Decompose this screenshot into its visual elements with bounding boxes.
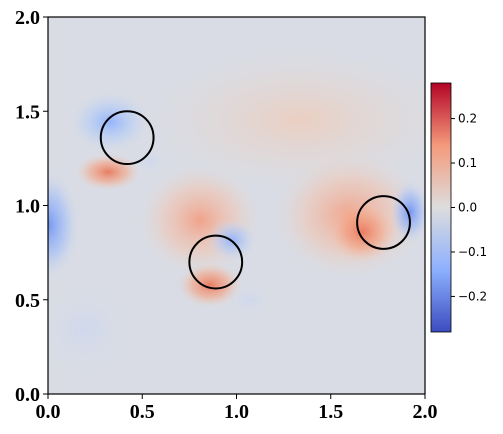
y-tick-label: 1.0 <box>15 196 40 218</box>
x-tick-label: 2.0 <box>413 401 438 423</box>
colorbar-tick-label: −0.2 <box>458 289 487 303</box>
y-tick-label: 1.5 <box>15 101 40 123</box>
x-tick-label: 1.5 <box>318 401 343 423</box>
y-tick-label: 0.0 <box>15 384 40 406</box>
colorbar-tick-label: 0.0 <box>458 201 477 215</box>
colorbar-ticks: 0.2 0.1 0.0 −0.1 −0.2 <box>451 112 487 303</box>
colorbar-tick-label: −0.1 <box>458 245 487 259</box>
y-tick-label: 0.5 <box>15 290 40 312</box>
cylinder-outlines <box>99 110 411 290</box>
field-lower-blue-ring <box>224 280 276 320</box>
cylinder-circle-2 <box>188 234 244 290</box>
field-upper-blue <box>68 90 152 154</box>
cylinder-circle-1 <box>99 110 155 166</box>
heatmap-field <box>48 17 425 394</box>
field-lower-left-blue <box>48 280 140 380</box>
x-tick-label: 0.5 <box>130 401 155 423</box>
cylinder-circle-3 <box>356 195 411 250</box>
colorbar <box>430 82 452 333</box>
field-upper-red <box>76 154 140 190</box>
y-tick-label: 2.0 <box>15 7 40 29</box>
x-axis-ticks: 0.0 0.5 1.0 1.5 2.0 <box>36 394 438 423</box>
field-right-red-core <box>328 202 396 262</box>
x-tick-label: 0.0 <box>36 401 61 423</box>
field-right-blue <box>390 180 425 244</box>
colorbar-tick-label: 0.1 <box>458 156 477 170</box>
y-axis-ticks: 0.0 0.5 1.0 1.5 2.0 <box>15 7 48 406</box>
colorbar-tick-label: 0.2 <box>458 112 477 126</box>
x-tick-label: 1.0 <box>224 401 249 423</box>
field-left-edge-blue <box>48 170 80 280</box>
field-upper-blue-right <box>132 146 168 178</box>
